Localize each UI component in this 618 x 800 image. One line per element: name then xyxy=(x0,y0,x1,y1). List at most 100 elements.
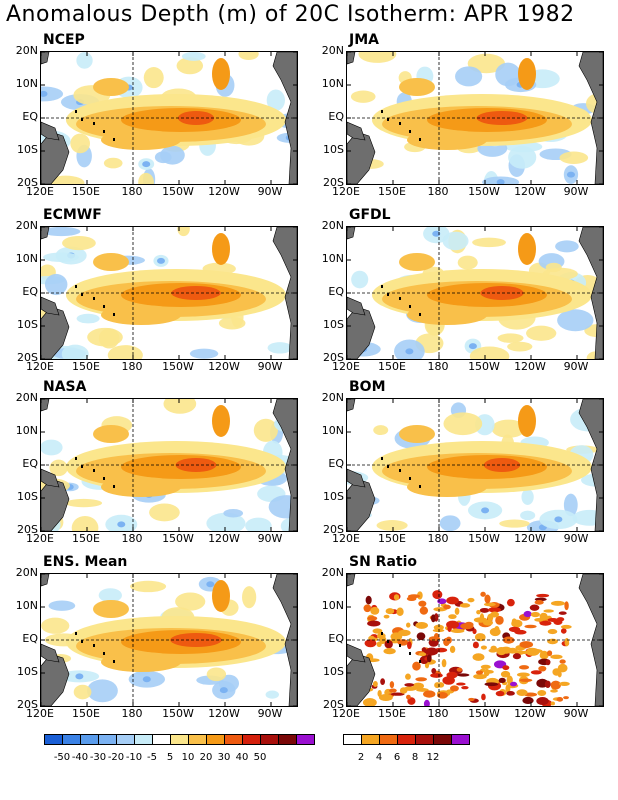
latitude-label: 10N xyxy=(321,252,344,265)
longitude-label: 150W xyxy=(162,360,194,373)
latitude-label: EQ xyxy=(22,285,38,298)
longitude-label: 90W xyxy=(257,707,283,720)
colorbar-swatch xyxy=(206,734,225,745)
longitude-label: 180 xyxy=(121,360,143,373)
longitude-label: 180 xyxy=(121,532,143,545)
colorbar-label: -10 xyxy=(125,752,143,763)
longitude-label: 120W xyxy=(514,185,546,198)
latitude-label: 20N xyxy=(321,44,344,57)
map-panel xyxy=(346,51,604,185)
map-plot xyxy=(41,52,297,184)
colorbar-label: 5 xyxy=(166,752,174,763)
colorbar-label: 10 xyxy=(181,752,195,763)
colorbar-swatch xyxy=(361,734,380,745)
latitude-label: 20S xyxy=(323,176,344,189)
colorbar-swatch xyxy=(451,734,470,745)
longitude-label: 180 xyxy=(427,360,449,373)
map-plot xyxy=(41,574,297,706)
longitude-label: 120E xyxy=(26,532,54,545)
latitude-label: 10S xyxy=(17,318,38,331)
longitude-label: 150E xyxy=(378,707,406,720)
latitude-label: 20S xyxy=(17,698,38,711)
map-plot xyxy=(347,52,603,184)
longitude-label: 120E xyxy=(26,360,54,373)
panel-title: BOM xyxy=(349,379,386,395)
latitude-label: 10N xyxy=(15,599,38,612)
colorbar-swatch xyxy=(415,734,434,745)
latitude-label: EQ xyxy=(328,457,344,470)
colorbar-label: -20 xyxy=(107,752,125,763)
longitude-label: 90W xyxy=(563,707,589,720)
latitude-label: 20S xyxy=(323,698,344,711)
longitude-label: 150E xyxy=(378,532,406,545)
colorbar_sn-colorbar xyxy=(343,734,470,745)
longitude-label: 150E xyxy=(72,185,100,198)
latitude-label: 20N xyxy=(15,391,38,404)
latitude-label: EQ xyxy=(22,632,38,645)
longitude-label: 150E xyxy=(378,360,406,373)
colorbar-label: 40 xyxy=(235,752,249,763)
longitude-label: 120E xyxy=(332,707,360,720)
panel-title: NCEP xyxy=(43,32,85,48)
latitude-label: 10S xyxy=(323,143,344,156)
colorbar-swatch xyxy=(379,734,398,745)
longitude-label: 180 xyxy=(427,185,449,198)
longitude-label: 180 xyxy=(121,707,143,720)
latitude-label: EQ xyxy=(22,457,38,470)
latitude-label: EQ xyxy=(22,110,38,123)
map-panel xyxy=(40,398,298,532)
colorbar-label: -40 xyxy=(71,752,89,763)
colorbar-swatch xyxy=(170,734,189,745)
colorbar-swatch xyxy=(188,734,207,745)
colorbar-swatch xyxy=(152,734,171,745)
colorbar-label: 30 xyxy=(217,752,231,763)
longitude-label: 120W xyxy=(514,707,546,720)
colorbar-label: 50 xyxy=(253,752,267,763)
colorbar-label: 12 xyxy=(426,752,440,763)
panel-title: ECMWF xyxy=(43,207,102,223)
longitude-label: 120W xyxy=(208,707,240,720)
colorbar-swatch xyxy=(62,734,81,745)
latitude-label: 20N xyxy=(15,566,38,579)
panel-title: GFDL xyxy=(349,207,391,223)
colorbar-swatch xyxy=(433,734,452,745)
colorbar-label: 20 xyxy=(199,752,213,763)
longitude-label: 90W xyxy=(257,532,283,545)
colorbar-label: -5 xyxy=(147,752,157,763)
colorbar-label: 2 xyxy=(357,752,365,763)
latitude-label: 10S xyxy=(17,490,38,503)
longitude-label: 150W xyxy=(162,185,194,198)
latitude-label: 10S xyxy=(323,490,344,503)
longitude-label: 150W xyxy=(468,532,500,545)
latitude-label: 20N xyxy=(321,566,344,579)
longitude-label: 120W xyxy=(208,532,240,545)
longitude-label: 150W xyxy=(162,532,194,545)
map-panel xyxy=(346,226,604,360)
colorbar-swatch xyxy=(278,734,297,745)
colorbar-label: 6 xyxy=(393,752,401,763)
latitude-label: 10N xyxy=(321,77,344,90)
latitude-label: 20S xyxy=(17,176,38,189)
map-panel xyxy=(40,51,298,185)
latitude-label: 20N xyxy=(15,219,38,232)
map-plot xyxy=(41,227,297,359)
longitude-label: 90W xyxy=(563,185,589,198)
longitude-label: 120E xyxy=(332,532,360,545)
map-plot xyxy=(347,574,603,706)
longitude-label: 90W xyxy=(563,532,589,545)
longitude-label: 150W xyxy=(468,185,500,198)
map-panel xyxy=(40,573,298,707)
latitude-label: EQ xyxy=(328,285,344,298)
longitude-label: 150E xyxy=(378,185,406,198)
longitude-label: 120W xyxy=(514,360,546,373)
latitude-label: EQ xyxy=(328,110,344,123)
panel-title: ENS. Mean xyxy=(43,554,128,570)
longitude-label: 120E xyxy=(26,185,54,198)
latitude-label: 10S xyxy=(17,143,38,156)
longitude-label: 150E xyxy=(72,360,100,373)
longitude-label: 90W xyxy=(257,185,283,198)
longitude-label: 150W xyxy=(162,707,194,720)
colorbar-swatch xyxy=(116,734,135,745)
map-plot xyxy=(347,227,603,359)
longitude-label: 180 xyxy=(427,707,449,720)
